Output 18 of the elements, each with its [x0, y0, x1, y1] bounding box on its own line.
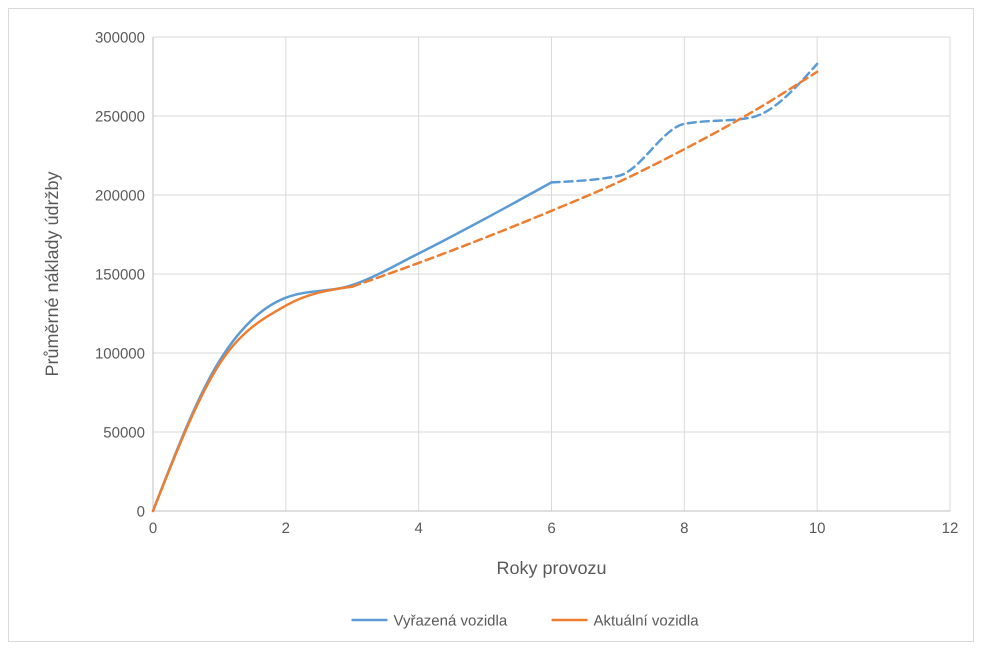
y-tick-label: 250000 — [94, 108, 145, 126]
y-tick-label: 0 — [136, 503, 145, 520]
y-tick-label: 100000 — [94, 345, 145, 362]
y-tick-label: 300000 — [94, 29, 145, 46]
y-tick-label: 50000 — [103, 424, 145, 442]
x-tick-label: 8 — [680, 520, 689, 537]
legend-label: Vyřazená vozidla — [394, 612, 508, 630]
legend-label: Aktuální vozidla — [594, 612, 700, 630]
x-tick-label: 6 — [547, 520, 556, 537]
x-tick-label: 2 — [282, 520, 290, 537]
x-tick-label: 0 — [148, 520, 158, 537]
x-axis-title: Roky provozu — [496, 558, 607, 578]
x-tick-label: 10 — [808, 520, 826, 537]
y-axis-title: Průměrné náklady údržby — [42, 171, 62, 377]
x-tick-label: 4 — [414, 520, 423, 537]
x-tick-label: 12 — [942, 520, 958, 537]
y-tick-label: 150000 — [94, 266, 145, 284]
y-tick-label: 200000 — [94, 187, 145, 204]
